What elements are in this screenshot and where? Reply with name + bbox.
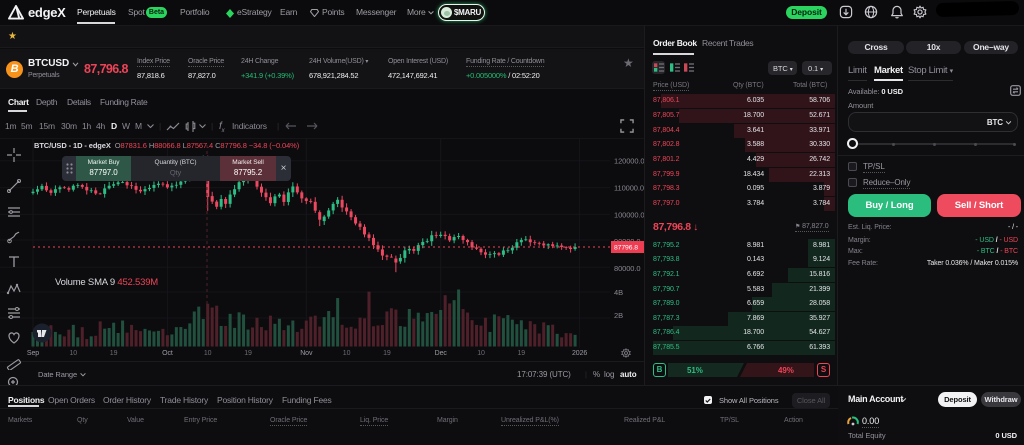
svg-text:19: 19 bbox=[110, 350, 118, 357]
svg-text:100000.0: 100000.0 bbox=[614, 210, 644, 219]
svg-text:10: 10 bbox=[343, 350, 351, 357]
svg-text:Nov: Nov bbox=[300, 350, 313, 357]
svg-text:110000.0: 110000.0 bbox=[614, 184, 644, 193]
svg-text:4B: 4B bbox=[614, 288, 623, 297]
svg-text:120000.0: 120000.0 bbox=[614, 157, 644, 166]
svg-text:Dec: Dec bbox=[435, 350, 448, 357]
svg-text:10: 10 bbox=[477, 350, 485, 357]
svg-text:19: 19 bbox=[518, 350, 526, 357]
svg-text:Volume SMA 9 452.539M: Volume SMA 9 452.539M bbox=[55, 277, 158, 288]
svg-text:Sep: Sep bbox=[27, 350, 39, 357]
svg-text:19: 19 bbox=[383, 350, 391, 357]
svg-text:Oct: Oct bbox=[162, 350, 173, 357]
svg-text:2B: 2B bbox=[614, 311, 623, 320]
svg-text:10: 10 bbox=[204, 350, 212, 357]
svg-text:19: 19 bbox=[244, 350, 252, 357]
svg-text:10: 10 bbox=[70, 350, 78, 357]
svg-text:2026: 2026 bbox=[572, 350, 587, 357]
svg-text:80000.0: 80000.0 bbox=[614, 264, 640, 273]
svg-text:87796.8: 87796.8 bbox=[614, 245, 638, 252]
